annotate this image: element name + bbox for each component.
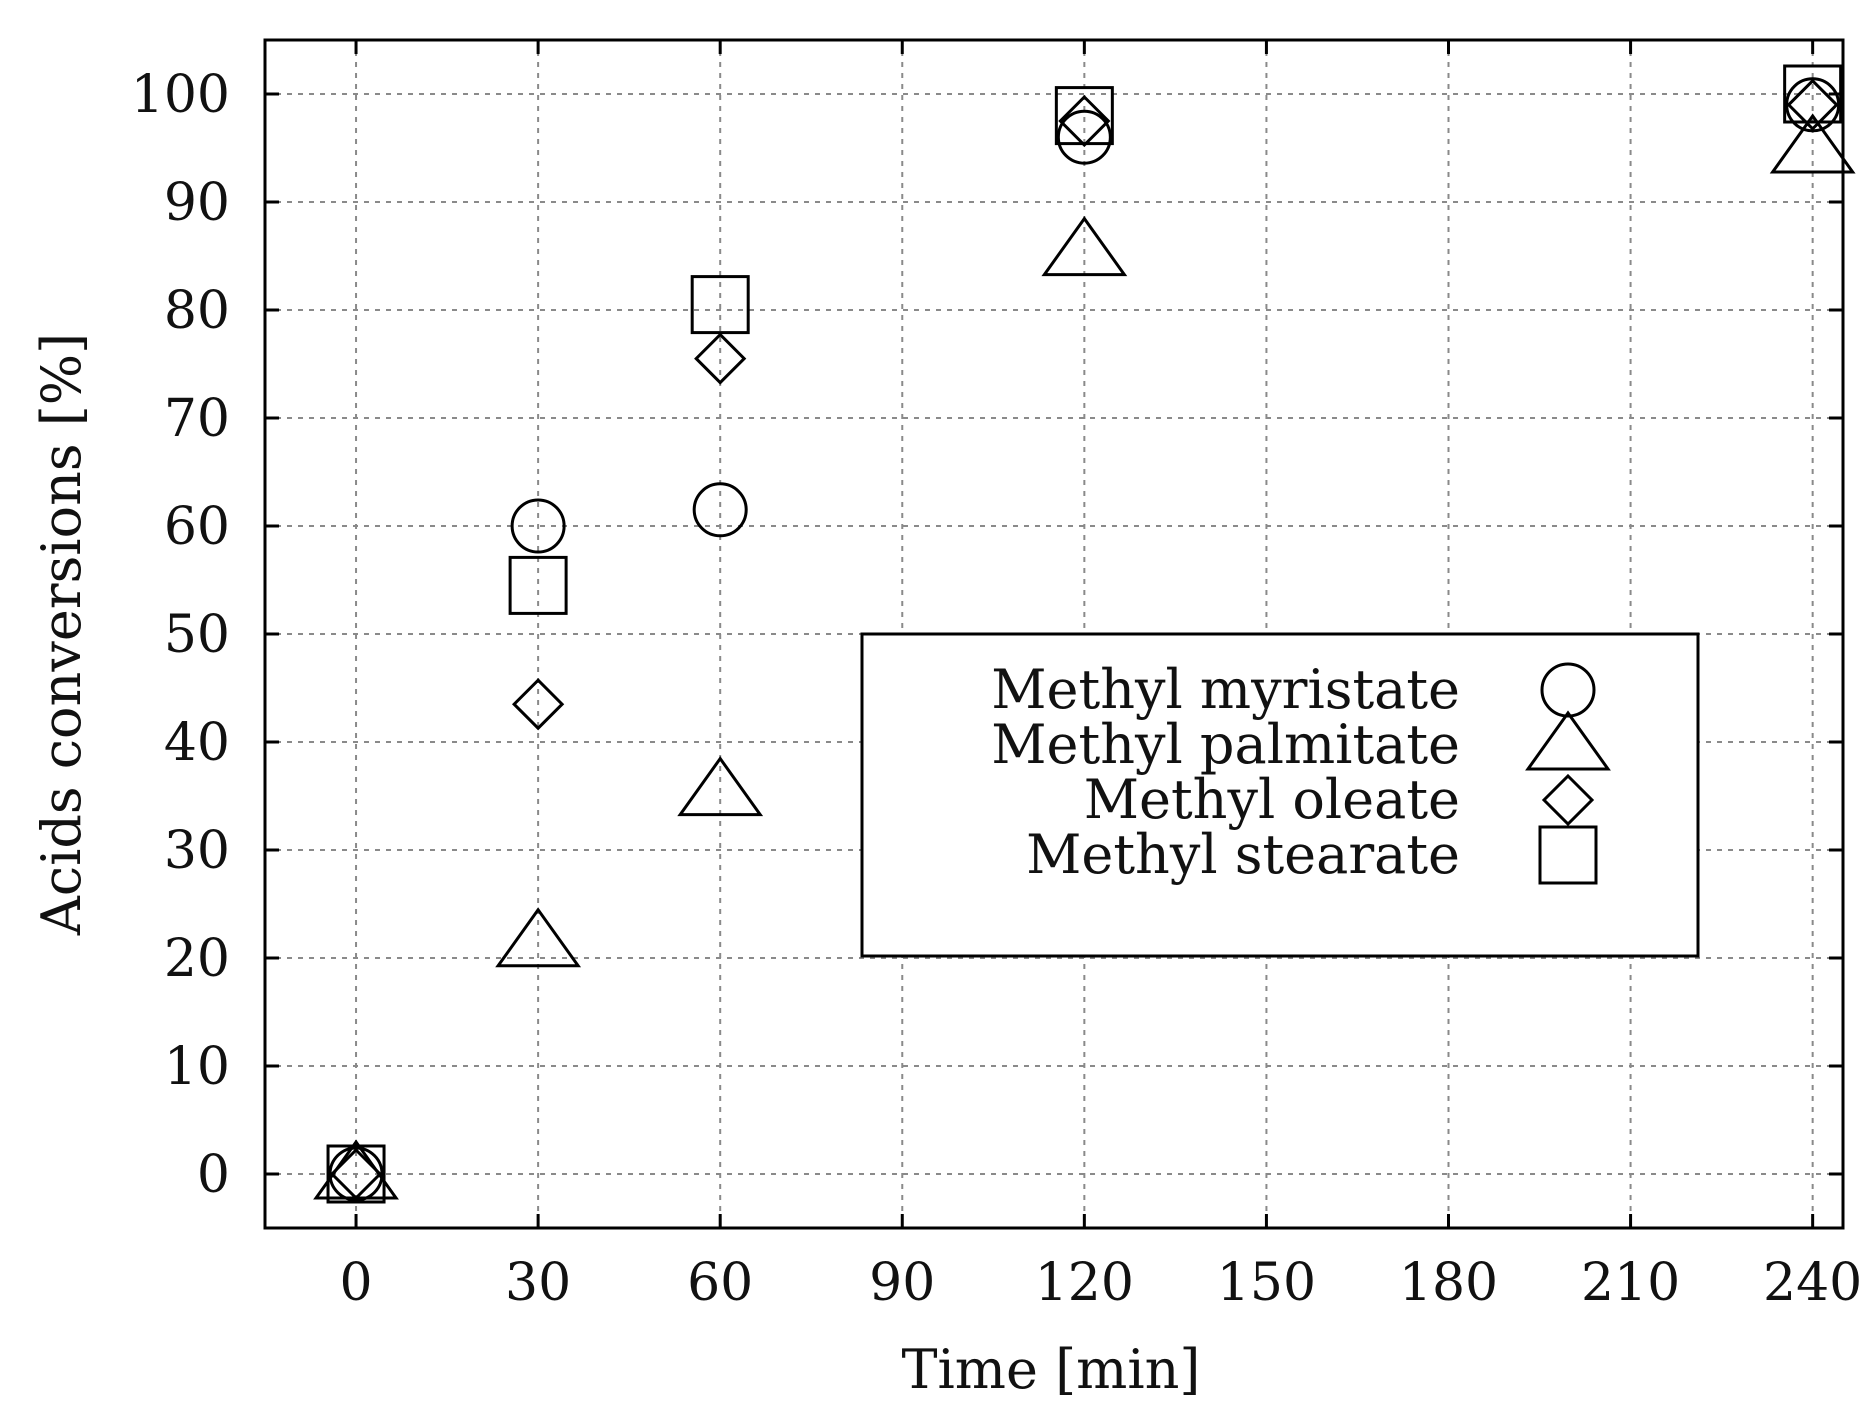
y-tick-label: 50 <box>164 605 230 665</box>
y-tick-label: 20 <box>164 929 230 989</box>
x-tick-label: 150 <box>1217 1253 1316 1313</box>
axis-ticks <box>265 40 1843 1228</box>
data-point-methyl-stearate <box>1783 64 1843 124</box>
data-point-methyl-myristate <box>692 482 748 538</box>
x-tick-label: 30 <box>505 1253 571 1313</box>
data-point-methyl-myristate <box>1056 109 1112 165</box>
y-tick-label: 70 <box>164 389 230 449</box>
x-tick-label: 240 <box>1763 1253 1859 1313</box>
x-tick-label: 90 <box>869 1253 935 1313</box>
legend-marker-methyl-myristate <box>1540 662 1596 718</box>
data-point-methyl-myristate <box>1785 77 1841 133</box>
y-tick-label: 40 <box>164 713 230 773</box>
data-point-methyl-palmitate <box>1041 216 1128 277</box>
x-tick-label: 210 <box>1581 1253 1680 1313</box>
legend-label-methyl-stearate: Methyl stearate <box>1026 823 1460 886</box>
data-point-methyl-oleate <box>1786 78 1839 131</box>
legend-label-methyl-palmitate: Methyl palmitate <box>991 713 1460 776</box>
y-tick-label: 80 <box>164 281 230 341</box>
data-point-methyl-myristate <box>328 1146 384 1202</box>
x-tick-label: 180 <box>1399 1253 1498 1313</box>
legend-box <box>860 632 1700 958</box>
y-tick-label: 0 <box>197 1145 230 1205</box>
plot-frame <box>263 38 1845 1230</box>
y-tick-label: 10 <box>164 1037 230 1097</box>
y-axis-title: Acids conversions [%] <box>30 333 93 936</box>
y-tick-label: 30 <box>164 821 230 881</box>
legend-marker-methyl-oleate <box>1541 773 1595 827</box>
x-tick-label: 120 <box>1035 1253 1134 1313</box>
data-point-methyl-oleate <box>1058 94 1111 148</box>
y-tick-label: 90 <box>164 173 230 233</box>
data-point-methyl-oleate <box>511 678 565 731</box>
data-point-methyl-stearate <box>508 555 568 615</box>
legend-marker-methyl-stearate <box>1538 825 1598 885</box>
data-point-methyl-palmitate <box>495 907 582 968</box>
data-point-methyl-myristate <box>510 498 566 554</box>
x-tick-label: 0 <box>339 1253 372 1313</box>
tick-labels: 0 30 60 90 120 150 180 210 240 0 10 20 30 40 50 60 70 80 9… <box>131 65 1859 1313</box>
x-axis-title: Time [min] <box>901 1338 1200 1401</box>
legend-label-methyl-myristate: Methyl myristate <box>991 658 1460 721</box>
legend-label-methyl-oleate: Methyl oleate <box>1084 768 1460 831</box>
legend-marker-methyl-palmitate <box>1525 710 1611 771</box>
data-point-methyl-palmitate <box>677 756 764 817</box>
data-point-methyl-oleate <box>694 332 747 385</box>
y-tick-label: 60 <box>164 497 230 557</box>
y-tick-label: 100 <box>131 65 230 125</box>
data-point-methyl-palmitate <box>1769 113 1856 174</box>
x-tick-label: 60 <box>687 1253 753 1313</box>
data-point-methyl-oleate <box>329 1147 383 1201</box>
data-point-methyl-stearate <box>326 1144 386 1204</box>
data-markers <box>313 64 1856 1204</box>
